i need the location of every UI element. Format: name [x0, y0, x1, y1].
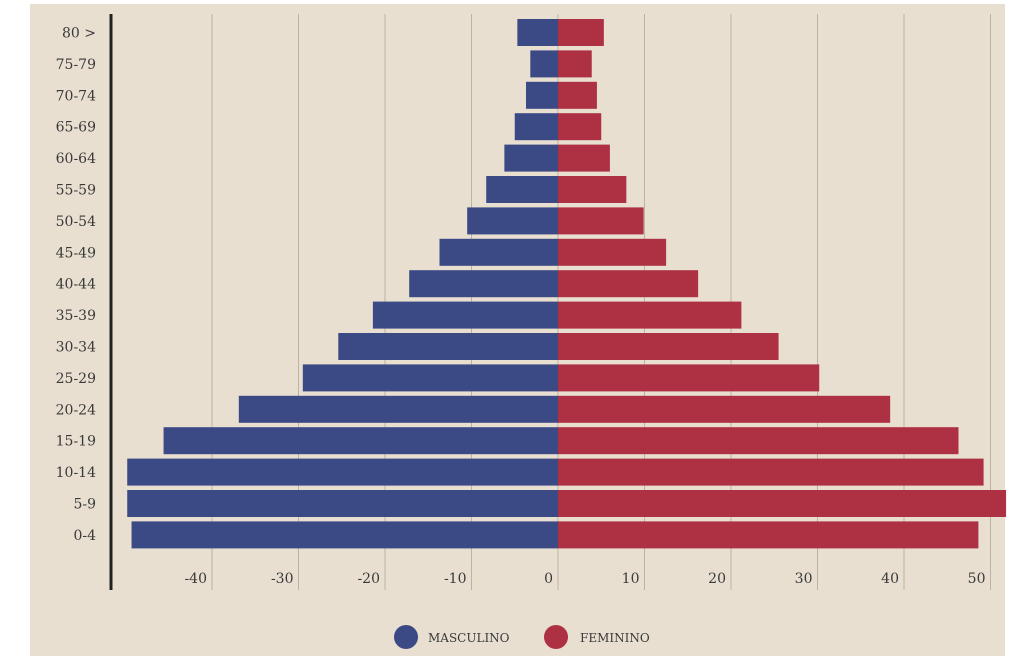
bar-feminino — [558, 333, 779, 360]
bar-masculino — [514, 113, 558, 141]
chart-background — [30, 4, 1005, 656]
y-tick-label: 65-69 — [56, 120, 96, 136]
bar-masculino — [439, 238, 558, 266]
bar-masculino — [238, 395, 558, 423]
bar-feminino — [558, 144, 610, 172]
bar-feminino — [558, 364, 820, 392]
bar-feminino — [558, 521, 979, 549]
y-tick-label: 55-59 — [56, 183, 96, 199]
x-tick-label: 20 — [708, 571, 726, 587]
legend-swatch — [394, 625, 418, 649]
bar-feminino — [558, 19, 604, 46]
bar-masculino — [530, 50, 558, 78]
x-tick-label: 0 — [544, 571, 553, 587]
bar-masculino — [372, 301, 558, 329]
bar-feminino — [558, 270, 699, 298]
bar-feminino — [558, 301, 742, 329]
bars — [127, 19, 1007, 549]
legend-label: MASCULINO — [428, 631, 510, 645]
bar-masculino — [409, 270, 558, 298]
bar-masculino — [467, 207, 558, 235]
x-tick-label: -40 — [184, 571, 207, 587]
bar-feminino — [558, 176, 627, 203]
bar-masculino — [302, 364, 558, 392]
y-tick-labels: 80 > 75-79 70-74 65-69 60-64 55-59 50-54 45-49 4… — [56, 26, 96, 544]
bar-feminino — [558, 81, 597, 109]
bar-masculino — [163, 427, 558, 455]
y-tick-label: 75-79 — [56, 57, 96, 73]
bar-masculino — [338, 333, 558, 360]
bar-feminino — [558, 207, 644, 235]
y-tick-label: 5-9 — [73, 497, 96, 513]
x-tick-label: -30 — [271, 571, 294, 587]
y-tick-label: 20-24 — [56, 402, 96, 418]
y-tick-label: 35-39 — [56, 308, 96, 324]
y-tick-label: 40-44 — [56, 277, 96, 293]
bar-masculino — [131, 521, 558, 549]
y-tick-label: 80 > — [62, 26, 96, 42]
legend-swatch — [544, 625, 568, 649]
bar-masculino — [127, 458, 558, 486]
y-tick-label: 15-19 — [56, 434, 96, 450]
bar-masculino — [517, 19, 558, 46]
bar-feminino — [558, 490, 1007, 517]
x-tick-label: -10 — [444, 571, 467, 587]
bar-feminino — [558, 113, 602, 141]
x-tick-label: 10 — [622, 571, 640, 587]
bar-feminino — [558, 50, 592, 78]
y-tick-label: 25-29 — [56, 371, 96, 387]
y-tick-label: 45-49 — [56, 245, 96, 261]
x-tick-label: 30 — [795, 571, 813, 587]
bar-masculino — [486, 176, 558, 203]
bar-masculino — [127, 490, 558, 517]
y-tick-label: 70-74 — [56, 88, 96, 104]
bar-feminino — [558, 458, 984, 486]
bar-masculino — [525, 81, 558, 109]
legend-label: FEMININO — [580, 631, 650, 645]
y-tick-label: 50-54 — [56, 214, 96, 230]
x-tick-label: 50 — [968, 571, 986, 587]
x-tick-labels: -40 -30 -20 -10 0 10 20 30 40 50 — [184, 571, 985, 587]
bar-masculino — [504, 144, 558, 172]
y-tick-label: 30-34 — [56, 340, 96, 356]
bar-feminino — [558, 395, 891, 423]
y-tick-label: 60-64 — [56, 151, 96, 167]
bar-feminino — [558, 238, 667, 266]
y-tick-label: 0-4 — [73, 528, 96, 544]
y-tick-label: 10-14 — [56, 465, 96, 481]
legend: MASCULINO FEMININO — [394, 625, 650, 649]
x-tick-label: -20 — [357, 571, 380, 587]
x-tick-label: 40 — [881, 571, 899, 587]
bar-feminino — [558, 427, 959, 455]
